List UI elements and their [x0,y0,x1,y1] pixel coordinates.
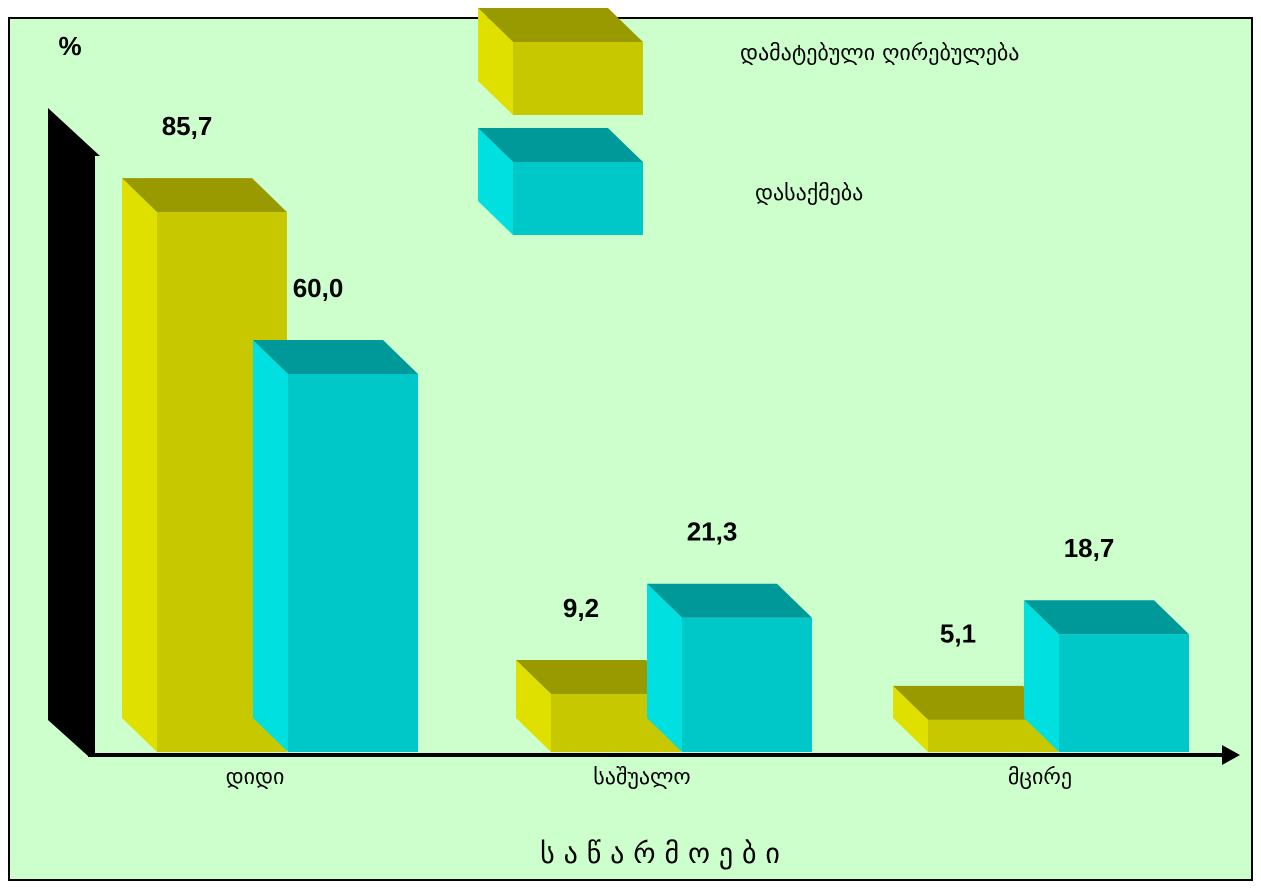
bar [682,617,812,752]
bar-side [1024,600,1059,752]
value-label: 21,3 [687,517,738,547]
x-tick-label: მცირე [1008,765,1072,790]
bar-top [253,340,418,374]
y-axis [48,108,100,756]
bar-side [647,583,682,752]
bar-top [647,583,812,618]
legend-swatch-top [478,8,643,42]
value-label: 5,1 [940,619,976,649]
x-tick-label: დიდი [226,765,285,790]
value-label: 85,7 [162,111,213,141]
legend-label: დასაქმება [755,181,863,206]
legend-swatch [513,42,643,115]
value-label: 18,7 [1064,533,1115,563]
bar-top [122,178,287,213]
y-axis-label: % [58,31,81,61]
bar-side [253,340,288,752]
legend-swatch-side [478,128,513,235]
legend-swatch [513,162,643,235]
bar-top [1024,600,1189,635]
bar-side [516,660,551,752]
x-tick-label: საშუალო [593,765,690,790]
bar-side [893,685,928,752]
bar [1059,634,1189,752]
legend-label: დამატებული ღირებულება [740,41,1019,66]
bar-top [893,685,1058,720]
x-axis-arrow [1222,745,1240,765]
legend-swatch-top [478,128,643,162]
x-axis-title: ს ა წ ა რ მ ო ე ბ ი [540,837,780,870]
bar-top [516,660,681,695]
bar [288,374,418,752]
legend-swatch-side [478,8,513,115]
bar-side [122,178,157,753]
value-label: 9,2 [563,593,599,623]
value-label: 60,0 [293,273,344,303]
